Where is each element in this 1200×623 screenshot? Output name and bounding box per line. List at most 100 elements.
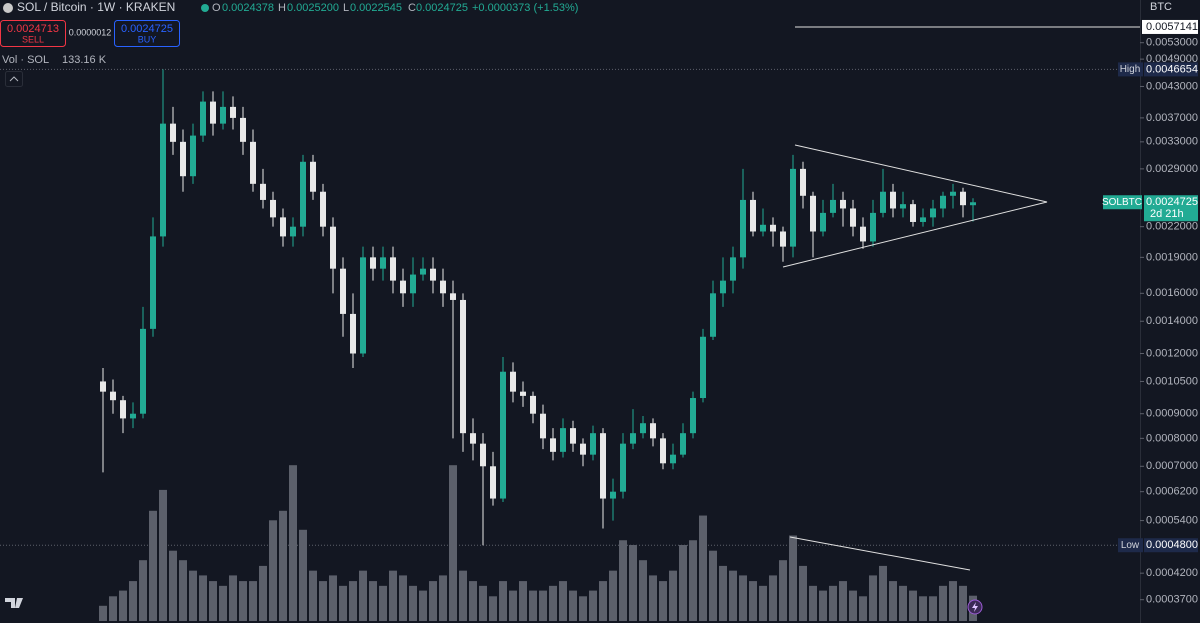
candle-body xyxy=(210,101,216,124)
candle-body xyxy=(560,428,566,452)
candle-body xyxy=(170,123,176,142)
y-tick-label: 0.0005400 xyxy=(1146,514,1198,526)
volume-bar xyxy=(749,581,757,621)
candle-body xyxy=(690,398,696,434)
candle-body xyxy=(500,371,506,499)
y-tick-label: 0.0014000 xyxy=(1146,315,1198,327)
volume-bar xyxy=(829,585,837,621)
buy-label[interactable]: BUY xyxy=(138,34,157,44)
candle-body xyxy=(420,268,426,275)
candle-body xyxy=(540,413,546,439)
volume-bar xyxy=(689,540,697,621)
volume-bar xyxy=(589,590,597,621)
plot xyxy=(0,26,1140,621)
candle-body xyxy=(720,280,726,294)
logo[interactable] xyxy=(5,598,23,608)
symbol-tag xyxy=(1103,195,1142,210)
candle-body xyxy=(760,224,766,232)
candle-body xyxy=(290,226,296,237)
volume-bar xyxy=(549,585,557,621)
volume-bar xyxy=(659,581,667,621)
volume-bar xyxy=(439,575,447,621)
volume-bar xyxy=(269,520,277,621)
y-tick-label: 0.0009000 xyxy=(1146,408,1198,420)
volume-bar xyxy=(219,585,227,621)
volume-bar xyxy=(669,570,677,621)
candle-body xyxy=(100,381,106,392)
volume-bar xyxy=(729,570,737,621)
volume-last: 133.16 K xyxy=(62,54,107,66)
currency[interactable]: BTC xyxy=(1150,1,1172,13)
buy-button[interactable] xyxy=(114,20,180,47)
candle-body xyxy=(660,438,666,464)
sell-label[interactable]: SELL xyxy=(22,34,44,44)
volume-bar xyxy=(569,590,577,621)
candle-body xyxy=(190,135,196,177)
candle-body xyxy=(550,438,556,452)
y-tick-label: 0.0049000 xyxy=(1146,53,1198,65)
alert-bolt xyxy=(972,602,978,612)
volume-bar xyxy=(469,581,477,621)
volume-bar xyxy=(839,581,847,621)
y-tick-label: 0.0037000 xyxy=(1146,112,1198,124)
candle-body xyxy=(710,293,716,337)
symbol-title[interactable]: SOL / Bitcoin · 1W · KRAKEN xyxy=(17,0,175,14)
candle-body xyxy=(470,433,476,444)
volume-bar xyxy=(459,570,467,621)
volume-bar xyxy=(479,585,487,621)
volume-bar xyxy=(919,596,927,621)
volume-bar xyxy=(129,581,137,621)
volume-bar xyxy=(789,535,797,621)
volume-bar xyxy=(159,489,167,621)
ohlc-key: L xyxy=(343,2,349,14)
triangle-drawing xyxy=(782,144,1048,268)
y-tick-label: 0.0012000 xyxy=(1146,347,1198,359)
candle-body xyxy=(890,191,896,209)
ohlc-key: C xyxy=(408,2,416,14)
volume-bar xyxy=(619,540,627,621)
volume-bar xyxy=(489,596,497,621)
volume-bar xyxy=(609,570,617,621)
volume-bar xyxy=(889,581,897,621)
level-tag xyxy=(1142,19,1198,34)
market-status[interactable] xyxy=(201,4,209,12)
candle-body xyxy=(620,443,626,492)
sell-price[interactable]: 0.0024713 xyxy=(7,23,59,35)
volume-bar xyxy=(199,575,207,621)
volume-bar xyxy=(139,560,147,621)
y-tick-label: 0.0022000 xyxy=(1146,221,1198,233)
candle-body xyxy=(490,466,496,499)
buy-price[interactable]: 0.0024725 xyxy=(121,23,173,35)
candle-body xyxy=(640,423,646,434)
candle-body xyxy=(730,257,736,281)
volume-bar xyxy=(869,575,877,621)
change: +0.0000373 (+1.53%) xyxy=(472,2,578,14)
candle-body xyxy=(300,161,306,227)
level-name-tag xyxy=(1118,538,1143,553)
candle-body xyxy=(310,161,316,192)
sell-button[interactable] xyxy=(0,20,66,47)
volume-bar xyxy=(329,575,337,621)
volume-bar xyxy=(319,581,327,621)
volume-bar xyxy=(289,465,297,621)
volume-bar xyxy=(579,596,587,621)
candle-body xyxy=(950,191,956,196)
candle-body xyxy=(630,433,636,444)
ohlc-value: 0.0025200 xyxy=(287,2,339,14)
candle-body xyxy=(740,199,746,258)
volume-bar xyxy=(169,550,177,621)
volume-bar xyxy=(939,585,947,621)
collapse-button[interactable] xyxy=(5,71,23,87)
symbol-icon[interactable] xyxy=(3,3,13,13)
volume-bar xyxy=(449,465,457,621)
volume-bar xyxy=(339,585,347,621)
volume-bar xyxy=(259,565,267,621)
volume-bar xyxy=(799,565,807,621)
volume-bar xyxy=(819,590,827,621)
level-label: 0.0046654 xyxy=(1146,63,1198,75)
volume-bar xyxy=(389,570,397,621)
candle-body xyxy=(450,293,456,300)
candle-body xyxy=(280,217,286,237)
spread: 0.0000012 xyxy=(69,27,112,37)
